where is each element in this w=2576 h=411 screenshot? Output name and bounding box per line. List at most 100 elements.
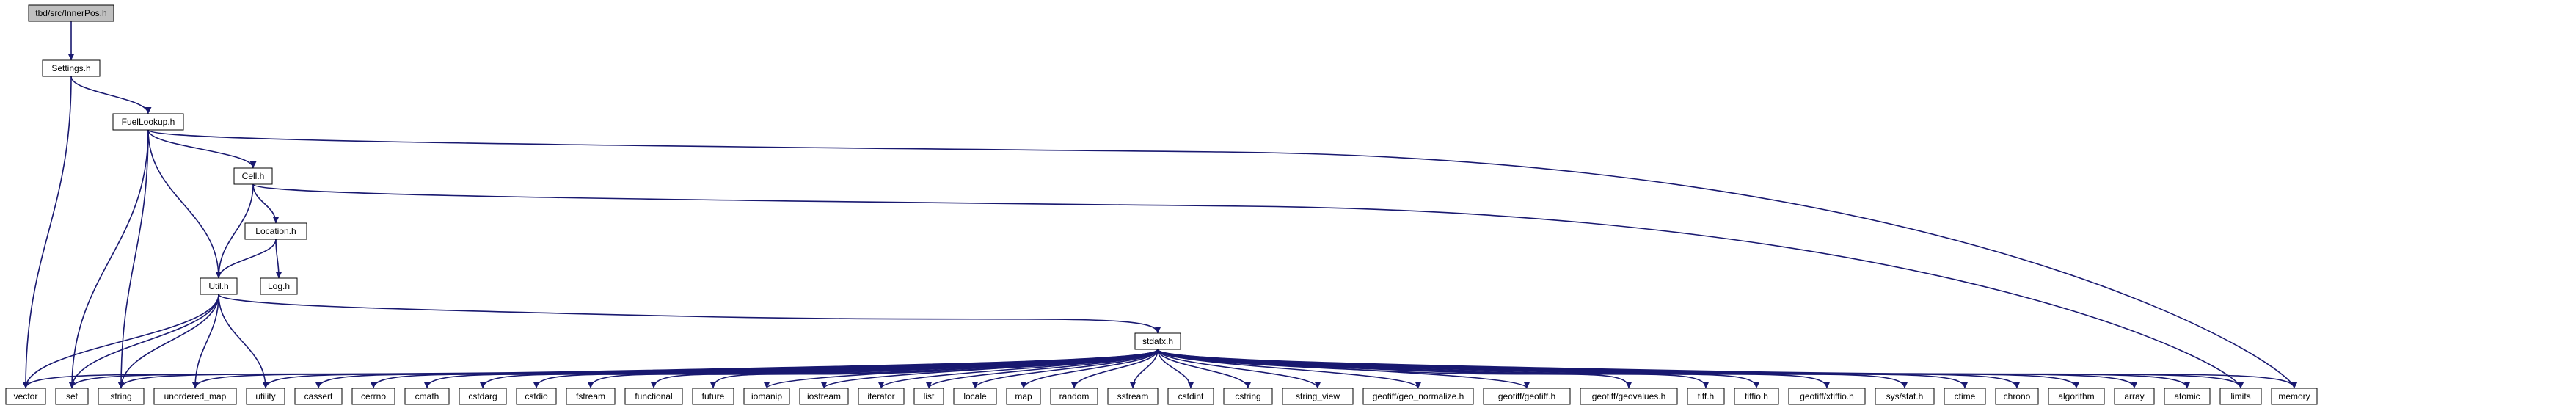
edge-fuellookup-to-set xyxy=(68,129,149,389)
node-string-view[interactable]: string_view xyxy=(1282,388,1354,405)
node-box xyxy=(1362,388,1474,405)
node-geotiff[interactable]: geotiff/geotiff.h xyxy=(1483,388,1571,405)
edge-location-to-util xyxy=(215,239,277,279)
node-array[interactable]: array xyxy=(2114,388,2155,405)
node-settings[interactable]: Settings.h xyxy=(42,59,101,77)
node-cmath[interactable]: cmath xyxy=(404,388,450,405)
node-box xyxy=(1734,388,1779,405)
node-atomic[interactable]: atomic xyxy=(2164,388,2211,405)
node-locale[interactable]: locale xyxy=(953,388,997,405)
node-cell[interactable]: Cell.h xyxy=(233,167,273,185)
node-cstdio[interactable]: cstdio xyxy=(516,388,557,405)
node-stat[interactable]: sys/stat.h xyxy=(1875,388,1935,405)
node-location[interactable]: Location.h xyxy=(244,222,307,240)
node-util[interactable]: Util.h xyxy=(200,277,238,295)
node-box xyxy=(743,388,790,405)
node-label: memory xyxy=(2278,391,2310,401)
node-xtiffio[interactable]: geotiff/xtiffio.h xyxy=(1788,388,1866,405)
node-fuellookup[interactable]: FuelLookup.h xyxy=(112,113,184,131)
node-label: array xyxy=(2124,391,2144,401)
node-utility[interactable]: utility xyxy=(246,388,285,405)
node-box xyxy=(1788,388,1866,405)
node-limits[interactable]: limits xyxy=(2219,388,2262,405)
node-box xyxy=(1006,388,1041,405)
node-box xyxy=(2219,388,2262,405)
edge-stdafx-to-cstdint xyxy=(1157,349,1194,389)
node-box xyxy=(2114,388,2155,405)
node-innerpos[interactable]: tbd/src/InnerPos.h xyxy=(28,4,114,22)
node-iomanip[interactable]: iomanip xyxy=(743,388,790,405)
node-iterator[interactable]: iterator xyxy=(858,388,905,405)
node-label: iomanip xyxy=(751,391,782,401)
node-label: geotiff/geo_normalize.h xyxy=(1373,391,1464,401)
node-sstream[interactable]: sstream xyxy=(1107,388,1159,405)
node-cstdarg[interactable]: cstdarg xyxy=(459,388,507,405)
node-string[interactable]: string xyxy=(98,388,145,405)
node-box xyxy=(28,4,114,22)
node-unordered-map[interactable]: unordered_map xyxy=(153,388,237,405)
node-fstream[interactable]: fstream xyxy=(566,388,616,405)
node-label: future xyxy=(702,391,725,401)
node-cassert[interactable]: cassert xyxy=(294,388,343,405)
node-box xyxy=(1944,388,1986,405)
node-cstring[interactable]: cstring xyxy=(1223,388,1273,405)
node-box xyxy=(799,388,849,405)
node-box xyxy=(1282,388,1354,405)
node-ctime[interactable]: ctime xyxy=(1944,388,1986,405)
node-box xyxy=(1483,388,1571,405)
node-functional[interactable]: functional xyxy=(624,388,683,405)
node-iostream[interactable]: iostream xyxy=(799,388,849,405)
node-future[interactable]: future xyxy=(692,388,734,405)
node-box xyxy=(153,388,237,405)
node-box xyxy=(200,277,238,295)
node-cerrno[interactable]: cerrno xyxy=(351,388,395,405)
node-box xyxy=(2048,388,2105,405)
edge-fuellookup-to-memory xyxy=(147,129,2298,389)
node-set[interactable]: set xyxy=(55,388,89,405)
node-label: fstream xyxy=(576,391,605,401)
node-box xyxy=(1134,332,1181,350)
node-label: map xyxy=(1015,391,1032,401)
node-box xyxy=(692,388,734,405)
node-label: locale xyxy=(963,391,987,401)
node-log[interactable]: Log.h xyxy=(260,277,298,295)
edge-util-to-stdafx xyxy=(218,294,1161,334)
node-vector[interactable]: vector xyxy=(5,388,46,405)
node-list[interactable]: list xyxy=(913,388,944,405)
edge-stdafx-to-random xyxy=(1070,349,1159,389)
node-map[interactable]: map xyxy=(1006,388,1041,405)
node-label: Location.h xyxy=(255,226,296,236)
node-box xyxy=(5,388,46,405)
edge-stdafx-to-iterator xyxy=(877,349,1159,389)
node-label: cassert xyxy=(304,391,333,401)
edge-stdafx-to-memory xyxy=(1157,349,2298,389)
node-tiffio[interactable]: tiffio.h xyxy=(1734,388,1779,405)
edge-stdafx-to-limits xyxy=(1157,349,2244,389)
node-chrono[interactable]: chrono xyxy=(1995,388,2039,405)
node-geo-normalize[interactable]: geotiff/geo_normalize.h xyxy=(1362,388,1474,405)
node-memory[interactable]: memory xyxy=(2271,388,2318,405)
node-label: list xyxy=(924,391,935,401)
node-algorithm[interactable]: algorithm xyxy=(2048,388,2105,405)
node-stdafx[interactable]: stdafx.h xyxy=(1134,332,1181,350)
node-tiff[interactable]: tiff.h xyxy=(1687,388,1725,405)
edge-location-to-log xyxy=(275,239,282,279)
edge-stdafx-to-sstream xyxy=(1129,349,1159,389)
node-random[interactable]: random xyxy=(1050,388,1098,405)
edge-stdafx-to-iostream xyxy=(820,349,1159,389)
node-label: tiff.h xyxy=(1698,391,1714,401)
node-geovalues[interactable]: geotiff/geovalues.h xyxy=(1580,388,1678,405)
node-label: tbd/src/InnerPos.h xyxy=(35,8,106,18)
node-cstdint[interactable]: cstdint xyxy=(1167,388,1214,405)
node-label: geotiff/geovalues.h xyxy=(1592,391,1666,401)
node-box xyxy=(953,388,997,405)
node-label: cstring xyxy=(1235,391,1260,401)
node-box xyxy=(246,388,285,405)
node-label: set xyxy=(66,391,79,401)
node-label: iterator xyxy=(867,391,894,401)
node-box xyxy=(1875,388,1935,405)
node-label: Log.h xyxy=(268,281,290,291)
node-box xyxy=(233,167,273,185)
node-box xyxy=(1050,388,1098,405)
